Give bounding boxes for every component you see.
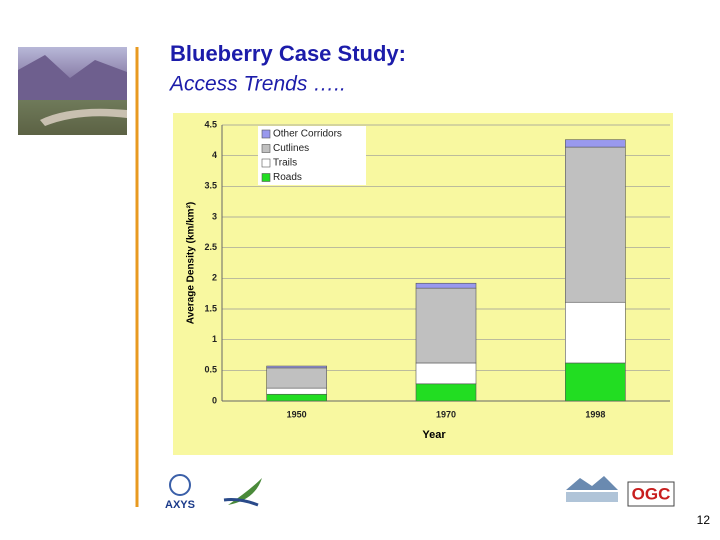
bar-segment xyxy=(266,387,327,395)
legend-swatch xyxy=(261,173,271,182)
y-tick-label: 1.5 xyxy=(204,303,217,313)
bar-segment xyxy=(565,362,626,402)
leaf-logo xyxy=(223,478,262,507)
bar-segment xyxy=(415,282,477,289)
bar-segment xyxy=(266,365,327,369)
legend-swatch xyxy=(261,144,271,153)
bar-segment xyxy=(415,383,477,402)
bar-segment xyxy=(266,367,327,389)
subtitle: Access Trends ….. xyxy=(168,73,346,96)
legend-label: Cutlines xyxy=(273,143,309,154)
bar-segment xyxy=(565,139,626,148)
bar-segment xyxy=(565,301,626,364)
legend-box xyxy=(258,126,366,185)
y-axis-label: Average Density (km/km²) xyxy=(186,202,197,324)
photo xyxy=(18,47,127,135)
x-axis-label: Year xyxy=(422,429,446,441)
y-tick-label: 1 xyxy=(212,334,217,344)
axys-logo: AXYS xyxy=(165,474,195,511)
legend-swatch xyxy=(261,158,271,168)
y-tick-label: 2.5 xyxy=(204,242,217,252)
x-tick-label: 1998 xyxy=(585,409,605,419)
y-tick-label: 2 xyxy=(212,273,217,283)
legend-label: Roads xyxy=(273,172,302,183)
bar-segment xyxy=(266,393,327,402)
y-tick-label: 3.5 xyxy=(204,181,217,191)
logo-text: OGC xyxy=(632,484,671,503)
y-tick-label: 0.5 xyxy=(204,365,217,375)
legend-swatch xyxy=(261,129,271,139)
bar-segment xyxy=(565,146,626,303)
bar-segment xyxy=(415,362,477,385)
y-tick-label: 3 xyxy=(212,211,217,221)
x-tick-label: 1970 xyxy=(436,409,456,419)
legend-label: Other Corridors xyxy=(273,129,342,140)
title: Blueberry Case Study: xyxy=(170,41,406,66)
ogc-logo: OGC xyxy=(627,481,675,507)
page-number: 12 xyxy=(697,513,711,527)
y-tick-label: 4.5 xyxy=(204,119,217,129)
bar-segment xyxy=(415,287,477,364)
logo-text: AXYS xyxy=(165,499,195,511)
y-tick-label: 0 xyxy=(212,395,217,405)
mountain-logo xyxy=(566,476,618,502)
legend-label: Trails xyxy=(273,158,297,169)
y-tick-label: 4 xyxy=(212,150,217,160)
x-tick-label: 1950 xyxy=(287,409,307,419)
